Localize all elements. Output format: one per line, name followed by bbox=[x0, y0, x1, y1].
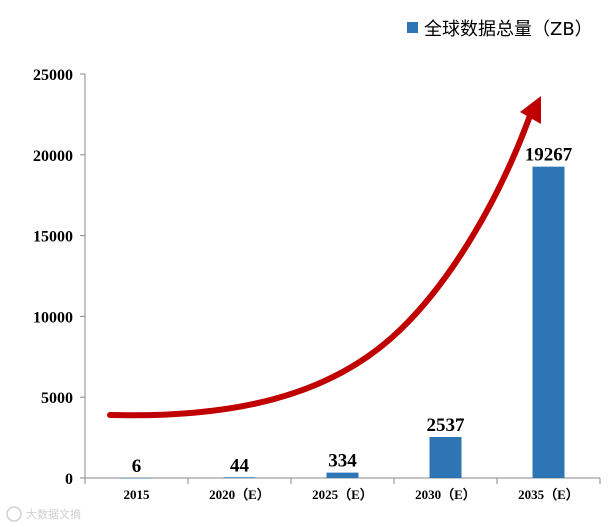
y-tick-label: 20000 bbox=[33, 148, 73, 165]
y-axis-ticks: 0 5000 10000 15000 20000 25000 bbox=[33, 67, 85, 488]
y-tick-label: 5000 bbox=[41, 390, 73, 407]
y-tick-label: 15000 bbox=[33, 229, 73, 246]
bar bbox=[223, 477, 256, 478]
x-tick-label: 2035（E） bbox=[518, 487, 579, 502]
watermark: 大数据文摘 bbox=[6, 506, 81, 522]
x-tick-label: 2025（E） bbox=[312, 487, 373, 502]
legend-label: 全球数据总量（ZB） bbox=[424, 19, 593, 40]
bar bbox=[532, 166, 565, 479]
y-tick-label: 10000 bbox=[33, 309, 73, 326]
y-tick-label: 0 bbox=[65, 471, 73, 488]
x-tick-label: 2020（E） bbox=[209, 487, 270, 502]
data-label: 44 bbox=[230, 455, 250, 476]
watermark-logo-icon bbox=[6, 506, 22, 522]
y-tick-label: 25000 bbox=[33, 67, 73, 84]
bar bbox=[429, 437, 462, 478]
legend: 全球数据总量（ZB） bbox=[407, 19, 593, 40]
bar bbox=[120, 477, 153, 479]
data-label: 2537 bbox=[427, 415, 466, 436]
x-axis-ticks: 2015 2020（E） 2025（E） 2030（E） 2035（E） bbox=[84, 478, 601, 502]
data-label: 6 bbox=[132, 456, 142, 477]
bars bbox=[120, 166, 565, 479]
watermark-text: 大数据文摘 bbox=[26, 507, 81, 521]
bar bbox=[326, 472, 359, 478]
trend-arrow bbox=[107, 96, 541, 419]
data-labels: 6 44 334 2537 19267 bbox=[132, 145, 573, 477]
legend-swatch bbox=[407, 22, 418, 33]
x-tick-label: 2030（E） bbox=[415, 487, 476, 502]
data-label: 334 bbox=[328, 451, 357, 472]
trend-curve bbox=[107, 107, 535, 419]
trend-arrowhead bbox=[520, 96, 541, 124]
data-label: 19267 bbox=[525, 145, 573, 166]
x-tick-label: 2015 bbox=[124, 487, 151, 502]
